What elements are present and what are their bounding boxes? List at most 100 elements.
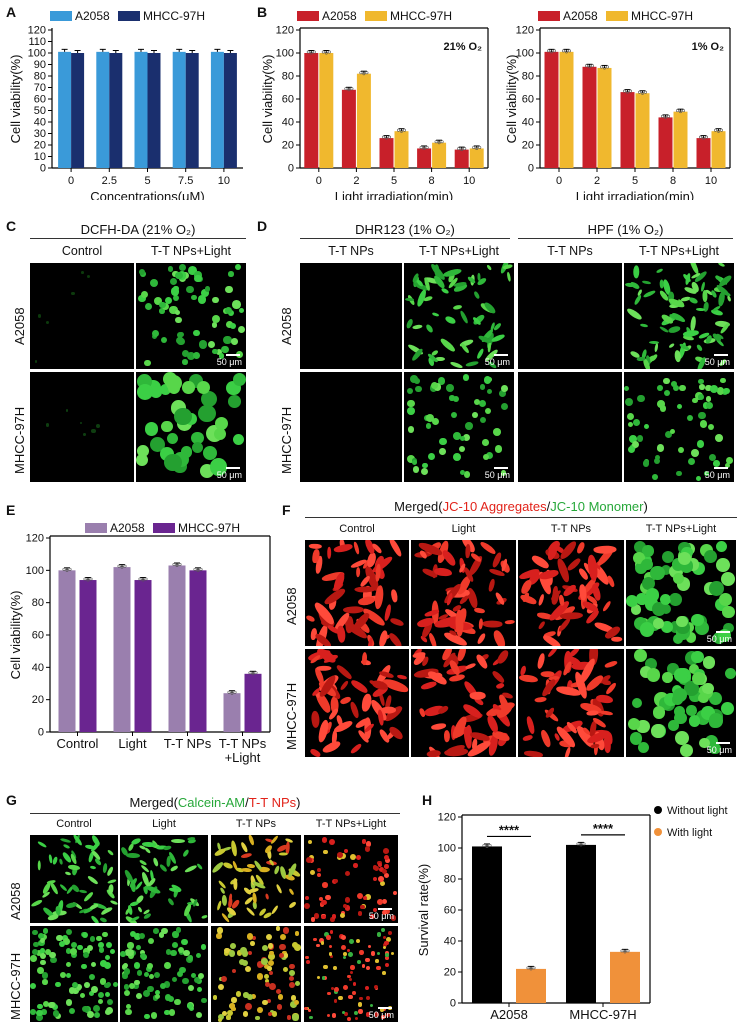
cell-mark xyxy=(255,1015,261,1021)
cell-mark xyxy=(537,593,545,607)
cell-mark xyxy=(187,985,195,992)
cell-mark xyxy=(478,618,483,630)
cell-mark xyxy=(231,1006,236,1012)
cell-mark xyxy=(306,960,311,964)
cell-mark xyxy=(89,936,96,942)
cell-mark xyxy=(160,337,167,344)
cell-mark xyxy=(646,668,661,682)
cell-mark xyxy=(151,856,159,868)
cell-mark xyxy=(208,340,216,348)
cell-mark xyxy=(36,950,43,957)
cell-mark xyxy=(671,311,687,324)
cell-mark xyxy=(486,263,493,271)
cell-mark xyxy=(317,873,322,878)
chart-e-bar xyxy=(244,673,262,732)
chart-b2-bar xyxy=(544,51,559,168)
cell-mark xyxy=(601,679,611,685)
chart-h-legend-swatch xyxy=(654,806,662,814)
cell-mark xyxy=(49,956,57,964)
cell-mark xyxy=(133,983,139,989)
cell-mark xyxy=(420,467,429,476)
cell-mark xyxy=(221,894,227,907)
cell-mark xyxy=(70,941,77,948)
cell-mark xyxy=(359,996,363,1001)
cell-mark xyxy=(435,356,445,362)
chart-e-data-point xyxy=(233,690,237,694)
cell-mark xyxy=(347,948,351,952)
cell-mark xyxy=(629,435,637,444)
chart-a-y-tick-label: 10 xyxy=(34,151,46,163)
chart-a-x-tick-label: 10 xyxy=(218,175,230,187)
cell-mark xyxy=(382,945,387,950)
cell-mark xyxy=(353,1010,358,1015)
chart-b2-x-tick-label: 0 xyxy=(556,175,562,187)
cell-mark xyxy=(431,312,440,318)
chart-a-bar xyxy=(223,53,237,168)
cell-mark xyxy=(453,303,463,310)
cell-mark xyxy=(576,540,586,555)
cell-mark xyxy=(485,451,493,459)
chart-a-bar xyxy=(147,53,161,168)
cell-mark xyxy=(251,935,256,941)
chart-a-bar xyxy=(96,51,110,168)
micrograph-g-a2058-ttnps-light: 50 μm xyxy=(304,835,398,923)
chart-h-bar xyxy=(472,846,502,1003)
cell-mark xyxy=(36,1009,43,1017)
chart-b2-data-point xyxy=(661,114,665,118)
cell-mark xyxy=(698,378,704,385)
cell-mark xyxy=(176,336,184,345)
micrograph-d-mhcc97h-hpf-ttnps-light: 50 μm xyxy=(624,372,734,482)
cell-mark xyxy=(469,691,487,701)
cell-mark xyxy=(280,953,288,961)
cell-mark xyxy=(347,952,353,957)
scale-bar-label: 50 μm xyxy=(484,470,510,480)
cell-mark xyxy=(340,911,346,916)
scale-bar xyxy=(494,467,508,469)
cell-mark xyxy=(250,941,256,946)
cell-mark xyxy=(703,549,717,563)
cell-mark xyxy=(340,945,346,951)
cell-mark xyxy=(724,462,731,469)
cell-mark xyxy=(313,913,320,919)
chart-e-y-tick-label: 0 xyxy=(38,727,44,739)
chart-h-y-tick-label: 60 xyxy=(444,905,456,917)
cell-mark xyxy=(178,263,186,271)
cell-mark xyxy=(213,428,227,441)
chart-b2-legend-swatch xyxy=(538,11,560,21)
cell-mark xyxy=(62,843,71,850)
chart-b1-data-point xyxy=(350,87,354,91)
panel-f-col-2: Light xyxy=(451,523,476,535)
panel-g-title-red: T-T NPs xyxy=(248,795,297,810)
scale-bar xyxy=(714,467,728,469)
scale-bar xyxy=(716,631,730,633)
cell-mark xyxy=(326,1013,331,1017)
cell-mark xyxy=(143,972,149,978)
panel-d-underline-left xyxy=(300,238,510,239)
cell-mark xyxy=(724,668,736,680)
cell-mark xyxy=(379,1007,385,1012)
cell-mark xyxy=(79,421,82,424)
cell-mark xyxy=(383,854,390,861)
cell-mark xyxy=(695,476,701,482)
cell-mark xyxy=(652,602,667,617)
chart-e-data-point xyxy=(196,568,200,572)
chart-b1-bar xyxy=(379,138,394,168)
chart-b2-bar xyxy=(696,138,711,168)
cell-mark xyxy=(534,695,547,704)
cell-mark xyxy=(351,990,356,995)
cell-mark xyxy=(358,1009,363,1014)
cell-mark xyxy=(186,1002,194,1010)
cell-mark xyxy=(242,1010,249,1017)
cell-mark xyxy=(722,605,735,619)
cell-mark xyxy=(172,295,179,302)
cell-mark xyxy=(52,1010,60,1017)
panel-d-row-mhcc97h: MHCC-97H xyxy=(279,406,294,474)
cell-mark xyxy=(193,352,200,360)
chart-b2-x-tick-label: 2 xyxy=(594,175,600,187)
cell-mark xyxy=(232,433,244,445)
cell-mark xyxy=(372,865,378,870)
cell-mark xyxy=(628,717,641,730)
chart-e-data-point xyxy=(86,578,90,582)
panel-label-g: G xyxy=(6,792,17,808)
cell-mark xyxy=(378,629,389,646)
